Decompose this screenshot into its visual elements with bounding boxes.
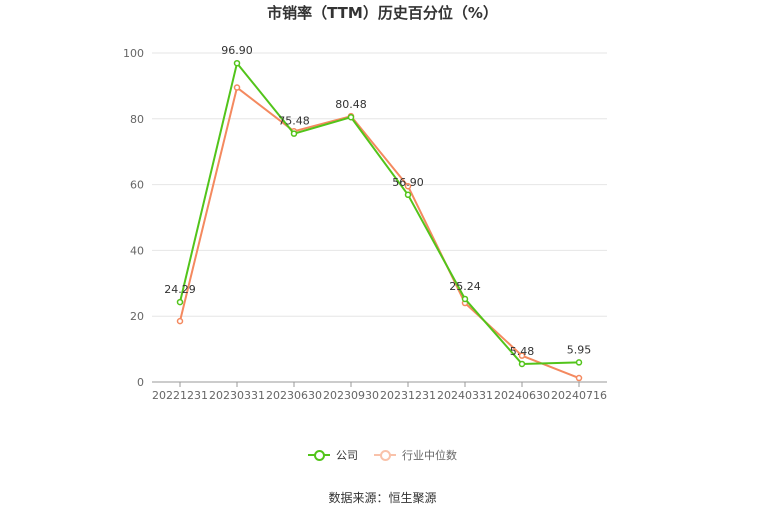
y-tick-label: 20 [130, 310, 144, 323]
y-tick-label: 0 [137, 376, 144, 389]
data-label: 24.29 [164, 283, 196, 296]
chart-legend: 公司 行业中位数 [0, 447, 765, 463]
data-point [233, 59, 241, 67]
series-line [179, 62, 580, 365]
x-tick-label: 20230930 [323, 389, 379, 402]
y-tick-label: 40 [130, 244, 144, 257]
data-label: 80.48 [335, 98, 367, 111]
data-label: 56.90 [392, 176, 424, 189]
data-point [404, 191, 412, 199]
data-point [290, 130, 298, 137]
data-source-note: 数据来源：恒生聚源 [328, 491, 437, 505]
data-point [518, 352, 526, 359]
chart-title: 市销率（TTM）历史百分位（%） [267, 4, 498, 22]
legend-line-marker-icon [308, 449, 330, 461]
series-line [179, 86, 580, 380]
data-label: 25.24 [449, 280, 481, 293]
data-point [404, 182, 412, 190]
y-tick-label: 80 [130, 113, 144, 126]
data-point [347, 113, 355, 121]
legend-item-company[interactable]: 公司 [308, 447, 358, 463]
legend-label-company: 公司 [336, 449, 358, 462]
data-point [176, 317, 184, 325]
data-point [575, 374, 583, 382]
data-label: 5.95 [567, 343, 592, 356]
x-tick-label: 20240630 [494, 389, 550, 402]
x-tick-label: 20230331 [209, 389, 265, 402]
data-label: 5.48 [510, 345, 535, 358]
legend-item-industry-median[interactable]: 行业中位数 [374, 447, 457, 463]
data-label: 75.48 [278, 115, 310, 128]
data-point [233, 84, 241, 91]
x-tick-label: 20221231 [152, 389, 208, 402]
data-point [518, 360, 526, 368]
x-tick-label: 20230630 [266, 389, 322, 402]
data-point [176, 298, 184, 306]
y-tick-label: 100 [123, 47, 144, 60]
x-tick-label: 20240331 [437, 389, 493, 402]
data-label: 96.90 [221, 44, 253, 57]
x-tick-label: 20240716 [551, 389, 607, 402]
legend-line-marker-icon [374, 449, 396, 461]
data-point [575, 359, 583, 366]
legend-label-industry-median: 行业中位数 [402, 449, 457, 462]
x-tick-label: 20231231 [380, 389, 436, 402]
y-tick-label: 60 [130, 179, 144, 192]
data-point [461, 295, 469, 303]
